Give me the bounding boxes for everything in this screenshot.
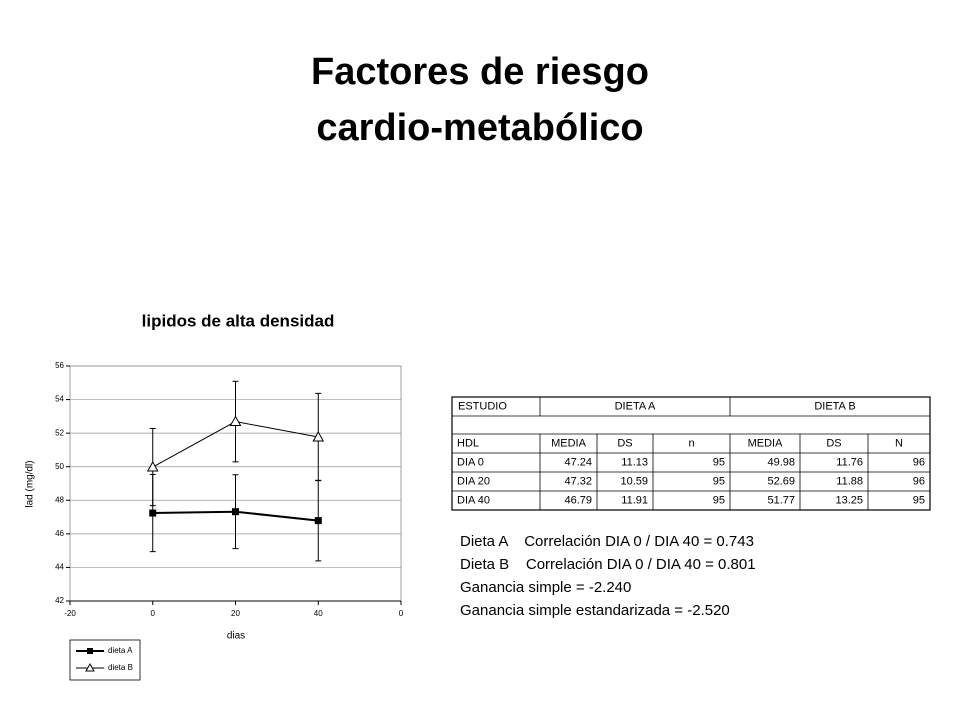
- table-header: DS: [826, 437, 841, 449]
- table-cell: 47.32: [564, 475, 592, 487]
- legend-box: [69, 639, 141, 681]
- y-tick-label: 56: [55, 361, 64, 370]
- y-axis-label: lad (mg/dl): [25, 460, 36, 507]
- point: [314, 517, 322, 525]
- point: [146, 461, 159, 472]
- legend-label: dieta B: [108, 663, 133, 672]
- table-cell: 11.91: [621, 494, 648, 506]
- note: Dieta A Correlación DIA 0 / DIA 40 = 0.7…: [460, 533, 754, 550]
- table-cell: DIA 0: [457, 456, 484, 468]
- point: [232, 508, 239, 516]
- table-cell: 46.79: [564, 494, 592, 506]
- table-cell: 51.77: [767, 494, 795, 506]
- table-border: [451, 396, 931, 511]
- table-cell: 96: [913, 475, 925, 487]
- table-cell: 10.59: [620, 475, 648, 487]
- table-cell: DIA 20: [457, 475, 490, 487]
- point: [312, 430, 325, 442]
- note: Ganancia simple = -2.240: [460, 579, 631, 596]
- table-group: DIETA A: [615, 400, 656, 412]
- x-axis-label: dias: [227, 631, 245, 642]
- table-header: n: [688, 437, 694, 449]
- legend-marker: [85, 662, 95, 672]
- table-header: N: [895, 437, 903, 449]
- chart-title: lipidos de alta densidad: [142, 311, 335, 330]
- table-header: MEDIA: [748, 437, 784, 449]
- table-cell: 47.24: [564, 456, 592, 468]
- x-tick-label: 20: [231, 609, 240, 618]
- table-cell: 11.76: [836, 456, 863, 468]
- table-cell: 96: [913, 456, 925, 468]
- x-tick-label: 0: [399, 609, 404, 618]
- table-cell: DIA 40: [457, 494, 490, 506]
- y-tick-label: 50: [55, 462, 64, 471]
- slide-title: Factores de riesgo: [311, 51, 649, 93]
- table-cell: 95: [713, 494, 725, 506]
- table-cell: 52.69: [767, 475, 795, 487]
- table-cell: 11.88: [836, 475, 863, 487]
- x-tick-label: 40: [314, 609, 323, 618]
- y-tick-label: 46: [55, 529, 64, 538]
- x-tick-label: 0: [151, 609, 156, 618]
- y-tick-label: 54: [55, 395, 64, 404]
- table-cell: 95: [713, 475, 725, 487]
- table-header: MEDIA: [551, 437, 587, 449]
- y-tick-label: 44: [55, 563, 64, 572]
- legend-label: dieta A: [108, 646, 133, 655]
- point: [229, 415, 242, 427]
- table-header: HDL: [457, 437, 479, 449]
- point: [149, 509, 157, 517]
- table-cell: 95: [713, 456, 725, 468]
- note: Dieta B Correlación DIA 0 / DIA 40 = 0.8…: [460, 556, 756, 573]
- x-tick-label: -20: [64, 609, 76, 618]
- slide-title: cardio-metabólico: [316, 107, 643, 149]
- legend-marker: [87, 648, 93, 654]
- y-tick-label: 52: [55, 428, 64, 437]
- table-cell: 49.98: [767, 456, 795, 468]
- table-group: ESTUDIO: [458, 400, 507, 412]
- y-tick-label: 42: [55, 596, 64, 605]
- table-cell: 11.13: [621, 456, 648, 468]
- note: Ganancia simple estandarizada = -2.520: [460, 602, 730, 619]
- table-header: DS: [617, 437, 632, 449]
- y-tick-label: 48: [55, 495, 64, 504]
- table-cell: 13.25: [835, 494, 863, 506]
- table-group: DIETA B: [814, 400, 855, 412]
- table-cell: 95: [913, 494, 925, 506]
